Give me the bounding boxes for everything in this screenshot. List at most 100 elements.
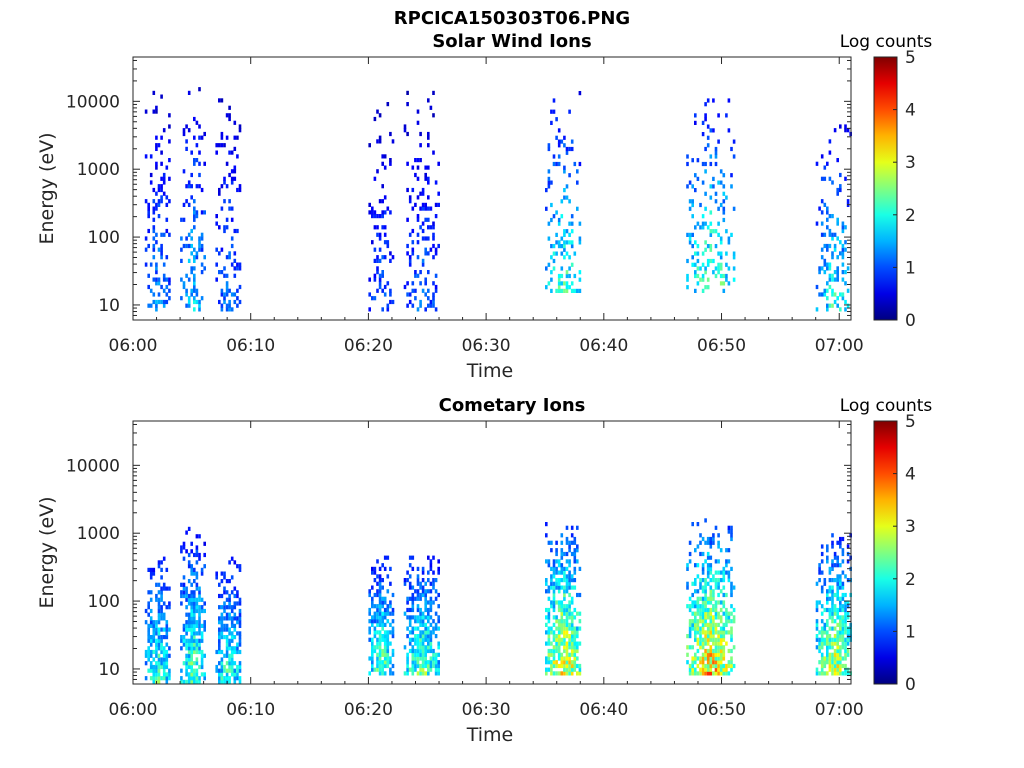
data-cell: [152, 225, 156, 230]
data-cell: [839, 630, 842, 635]
data-cell: [414, 288, 417, 293]
data-cell: [555, 251, 558, 256]
data-cell: [570, 244, 574, 249]
data-cell: [187, 623, 191, 628]
data-cell: [686, 273, 689, 279]
data-cell: [190, 657, 193, 662]
data-cell: [408, 199, 412, 204]
data-cell: [563, 570, 566, 575]
data-cell: [717, 266, 720, 271]
data-cell: [230, 620, 234, 625]
data-cell: [555, 240, 558, 245]
data-cell: [378, 281, 382, 286]
data-cell: [180, 635, 183, 640]
x-tick-label: 07:00: [815, 336, 864, 356]
data-cell: [165, 657, 169, 662]
data-cell: [550, 270, 553, 275]
data-cell: [573, 570, 577, 575]
data-cell: [552, 589, 556, 594]
data-cell: [844, 225, 847, 230]
data-cell: [570, 641, 574, 646]
data-cell: [560, 656, 564, 661]
data-cell: [416, 652, 420, 657]
data-cell: [833, 243, 837, 249]
data-cell: [162, 277, 166, 282]
data-cell: [147, 273, 150, 278]
data-cell: [225, 281, 229, 286]
data-cell: [714, 667, 718, 672]
data-cell: [225, 292, 229, 297]
data-cell: [565, 273, 569, 279]
data-cell: [831, 607, 834, 613]
data-cell: [699, 641, 702, 646]
data-cell: [152, 657, 156, 662]
data-cell: [712, 619, 715, 624]
data-cell: [421, 645, 425, 650]
data-cell: [187, 296, 191, 301]
data-cell: [411, 637, 415, 642]
data-cell: [550, 244, 553, 249]
data-cell: [550, 581, 553, 586]
data-cell: [424, 581, 427, 586]
data-cell: [565, 184, 569, 189]
data-cell: [389, 611, 392, 616]
data-cell: [573, 251, 577, 256]
data-cell: [841, 581, 845, 586]
data-cell: [712, 641, 715, 646]
data-cell: [818, 292, 821, 297]
data-cell: [709, 154, 713, 159]
data-cell: [195, 601, 199, 606]
data-cell: [560, 548, 564, 553]
data-cell: [429, 566, 433, 571]
data-cell: [195, 597, 199, 602]
data-cell: [699, 581, 702, 586]
data-cell: [381, 619, 384, 624]
data-cell: [376, 255, 379, 260]
data-cell: [686, 154, 689, 159]
data-cell: [386, 555, 390, 560]
data-cell: [722, 566, 726, 571]
data-cell: [220, 307, 224, 312]
data-cell: [411, 247, 415, 252]
data-cell: [157, 616, 161, 621]
data-cell: [411, 626, 415, 631]
data-cell: [378, 214, 382, 219]
data-cell: [220, 635, 224, 640]
data-cell: [378, 566, 382, 571]
data-cell: [841, 255, 845, 260]
data-cell: [833, 652, 837, 657]
data-cell: [408, 563, 412, 568]
data-cell: [833, 607, 837, 613]
data-cell: [709, 663, 713, 669]
data-cell: [714, 161, 718, 167]
data-cell: [182, 623, 186, 628]
data-cell: [389, 161, 392, 166]
data-cell: [691, 255, 694, 260]
data-cell: [182, 541, 186, 546]
data-cell: [719, 262, 723, 267]
data-cell: [149, 567, 153, 572]
data-cell: [550, 585, 553, 590]
data-cell: [421, 221, 425, 226]
data-cell: [215, 277, 218, 282]
data-cell: [411, 656, 415, 661]
data-cell: [373, 630, 377, 635]
data-cell: [376, 615, 379, 620]
data-cell: [193, 284, 196, 290]
data-cell: [429, 247, 433, 252]
data-cell: [147, 590, 150, 595]
data-cell: [828, 176, 832, 181]
data-cell: [152, 236, 156, 241]
data-cell: [557, 154, 561, 159]
data-cell: [704, 652, 707, 657]
data-cell: [424, 172, 427, 178]
data-cell: [149, 664, 153, 670]
data-cell: [416, 619, 420, 624]
data-cell: [833, 270, 837, 275]
data-cell: [416, 589, 420, 594]
data-cell: [578, 592, 582, 598]
data-cell: [165, 661, 169, 666]
data-cell: [168, 176, 171, 181]
data-cell: [699, 634, 702, 639]
data-cell: [160, 247, 163, 252]
